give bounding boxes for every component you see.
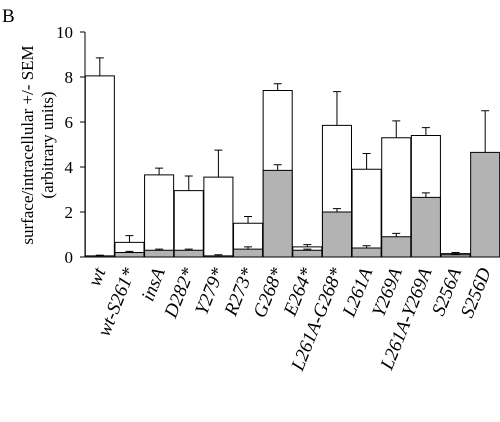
- bar-open: [203, 176, 234, 258]
- bar-filled: [381, 236, 412, 258]
- bar-filled: [233, 248, 264, 258]
- y-tick-label: 0: [65, 248, 74, 267]
- bar-filled: [114, 252, 145, 258]
- bar-filled: [470, 151, 500, 258]
- y-tick-label: 10: [56, 23, 73, 42]
- bar-open: [173, 190, 204, 258]
- y-axis-label-line1: surface/intracellular +/- SEM: [18, 45, 37, 244]
- category-label: insA: [138, 265, 170, 305]
- bar-filled: [144, 249, 175, 258]
- bar-filled: [351, 247, 382, 258]
- y-tick-label: 6: [65, 113, 74, 132]
- y-tick-label: 8: [65, 68, 74, 87]
- bar-open: [351, 168, 382, 258]
- y-tick-label: 4: [65, 158, 74, 177]
- bar-filled: [292, 249, 323, 258]
- plot-area: 0246810wtwt-S261*insAD282*Y279*R273*G268…: [56, 23, 500, 375]
- panel-label: B: [2, 6, 15, 27]
- bar-filled: [262, 169, 293, 258]
- y-axis-label-line2: (arbitrary units): [38, 91, 57, 198]
- bar-filled: [321, 211, 352, 258]
- bar-filled: [173, 249, 204, 258]
- bar-filled: [410, 196, 441, 258]
- bar-open: [144, 174, 175, 258]
- y-tick-label: 2: [65, 203, 74, 222]
- y-axis-label: surface/intracellular +/- SEM (arbitrary…: [18, 45, 57, 244]
- category-label: wt: [84, 264, 110, 289]
- bar-open: [84, 75, 115, 258]
